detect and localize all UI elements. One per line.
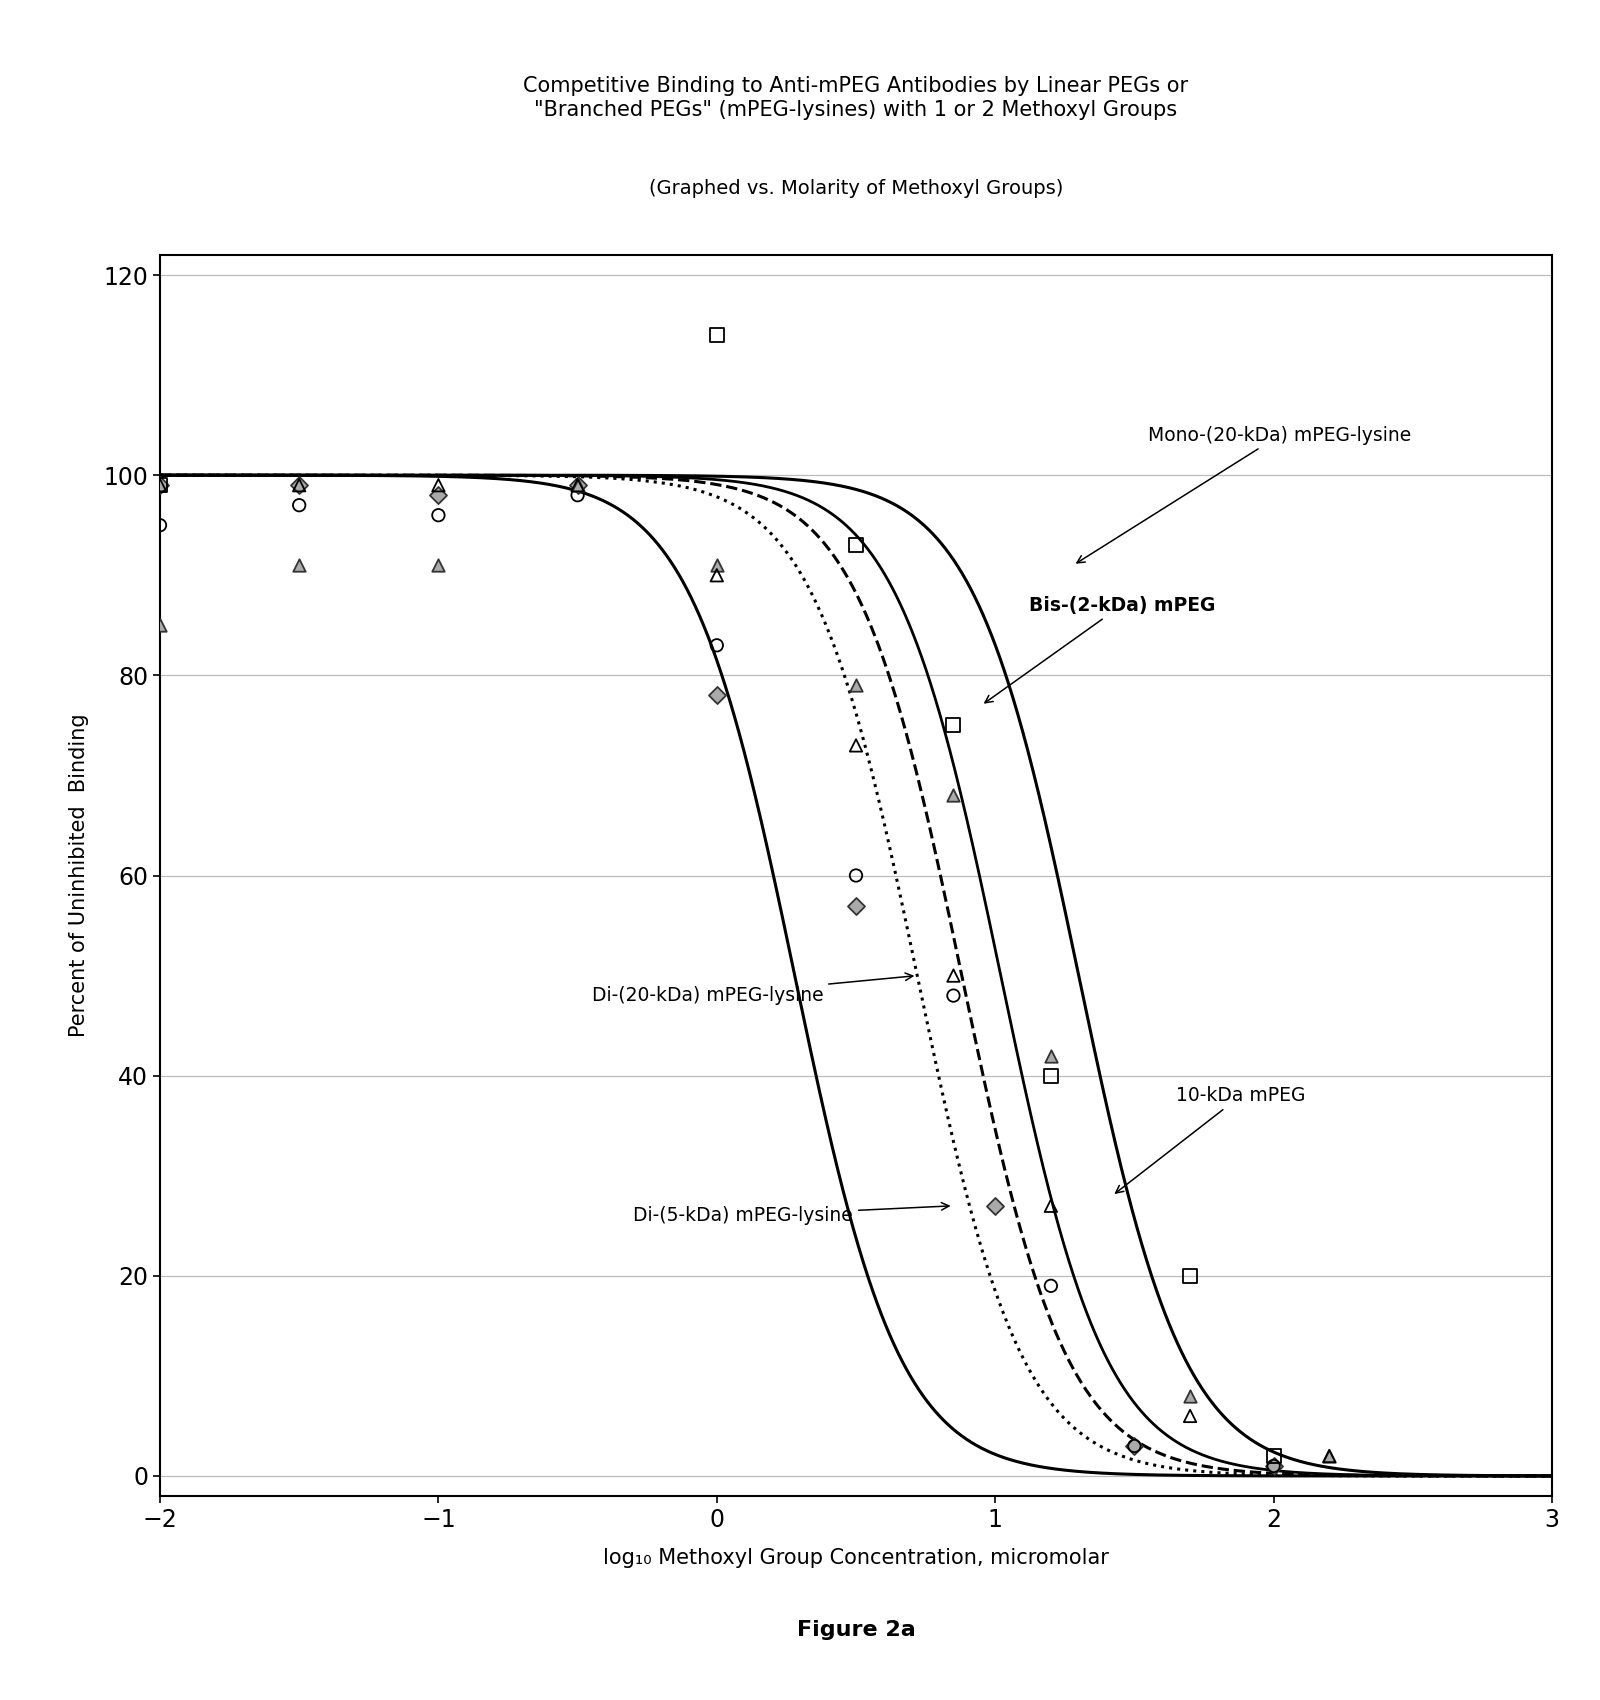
Point bbox=[704, 551, 730, 578]
Point bbox=[1038, 1062, 1064, 1090]
Point bbox=[147, 612, 173, 639]
Point bbox=[426, 481, 451, 508]
Point bbox=[147, 471, 173, 498]
Point bbox=[426, 551, 451, 578]
Point bbox=[1261, 1442, 1286, 1469]
Text: Mono-(20-kDa) mPEG-lysine: Mono-(20-kDa) mPEG-lysine bbox=[1077, 425, 1411, 563]
Point bbox=[843, 862, 869, 889]
Text: Di-(20-kDa) mPEG-lysine: Di-(20-kDa) mPEG-lysine bbox=[592, 972, 912, 1005]
Text: 10-kDa mPEG: 10-kDa mPEG bbox=[1115, 1086, 1306, 1193]
Point bbox=[941, 782, 966, 809]
Point bbox=[843, 672, 869, 699]
Point bbox=[286, 551, 312, 578]
Point bbox=[1122, 1433, 1147, 1460]
Point bbox=[1038, 1192, 1064, 1219]
X-axis label: log₁₀ Methoxyl Group Concentration, micromolar: log₁₀ Methoxyl Group Concentration, micr… bbox=[603, 1549, 1109, 1569]
Point bbox=[147, 471, 173, 498]
Point bbox=[1038, 1272, 1064, 1299]
Point bbox=[1317, 1442, 1342, 1469]
Text: Figure 2a: Figure 2a bbox=[797, 1620, 915, 1640]
Point bbox=[565, 471, 590, 498]
Point bbox=[565, 471, 590, 498]
Point bbox=[704, 561, 730, 588]
Text: (Graphed vs. Molarity of Methoxyl Groups): (Graphed vs. Molarity of Methoxyl Groups… bbox=[650, 178, 1062, 197]
Point bbox=[1122, 1433, 1147, 1460]
Point bbox=[147, 512, 173, 539]
Point bbox=[1178, 1382, 1203, 1409]
Point bbox=[1317, 1442, 1342, 1469]
Point bbox=[1038, 1042, 1064, 1069]
Text: Di-(5-kDa) mPEG-lysine: Di-(5-kDa) mPEG-lysine bbox=[634, 1202, 949, 1226]
Point bbox=[843, 532, 869, 559]
Point bbox=[704, 321, 730, 348]
Point bbox=[704, 632, 730, 660]
Point bbox=[286, 471, 312, 498]
Point bbox=[147, 471, 173, 498]
Point bbox=[1261, 1452, 1286, 1479]
Text: Bis-(2-kDa) mPEG: Bis-(2-kDa) mPEG bbox=[986, 595, 1214, 702]
Point bbox=[1178, 1261, 1203, 1289]
Point bbox=[941, 712, 966, 740]
Point bbox=[1178, 1402, 1203, 1430]
Point bbox=[565, 481, 590, 508]
Point bbox=[286, 471, 312, 498]
Point bbox=[982, 1192, 1008, 1219]
Point bbox=[941, 962, 966, 989]
Point bbox=[1261, 1452, 1286, 1479]
Point bbox=[565, 471, 590, 498]
Text: Competitive Binding to Anti-mPEG Antibodies by Linear PEGs or
"Branched PEGs" (m: Competitive Binding to Anti-mPEG Antibod… bbox=[523, 76, 1189, 119]
Point bbox=[843, 731, 869, 758]
Point bbox=[426, 502, 451, 529]
Point bbox=[286, 491, 312, 518]
Point bbox=[843, 892, 869, 920]
Point bbox=[704, 682, 730, 709]
Y-axis label: Percent of Uninhibited  Binding: Percent of Uninhibited Binding bbox=[69, 714, 90, 1037]
Point bbox=[941, 983, 966, 1010]
Point bbox=[426, 471, 451, 498]
